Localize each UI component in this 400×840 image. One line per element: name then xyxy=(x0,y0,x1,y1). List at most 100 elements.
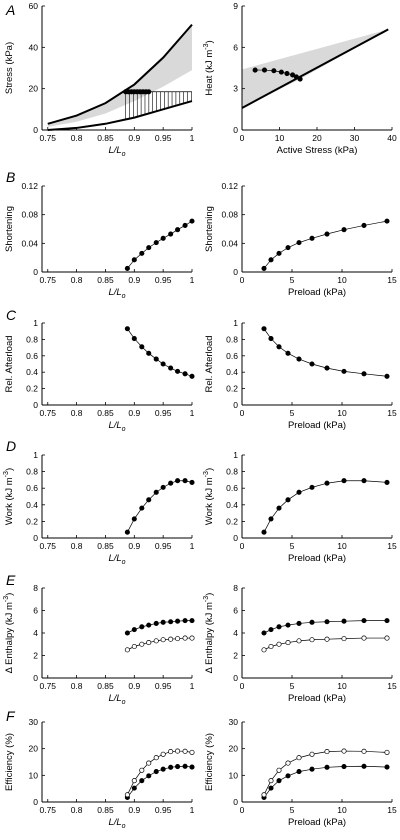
series-line xyxy=(47,100,193,131)
y-tick-label: 0 xyxy=(233,125,238,135)
x-tick-label: 10 xyxy=(337,681,347,691)
data-point xyxy=(182,618,188,624)
y-tick-label: 0 xyxy=(33,673,38,683)
x-tick-label: 30 xyxy=(350,133,360,143)
data-point xyxy=(189,479,195,485)
y-tick-label: 60 xyxy=(29,1,39,11)
data-point xyxy=(261,630,267,636)
y-tick-label: 10 xyxy=(29,770,39,780)
x-tick-label: 15 xyxy=(387,805,397,815)
x-axis-label: L/Lo xyxy=(108,145,125,158)
x-tick-label: 0.8 xyxy=(71,133,83,143)
data-point xyxy=(309,484,315,490)
data-point xyxy=(160,361,166,367)
series-line xyxy=(263,637,387,651)
x-tick-label: 0 xyxy=(240,133,245,143)
data-point xyxy=(160,751,166,757)
data-point xyxy=(278,69,284,75)
data-point xyxy=(285,622,291,628)
data-point xyxy=(324,749,330,755)
data-point xyxy=(175,368,181,374)
y-tick-label: 0.2 xyxy=(26,516,38,526)
data-point xyxy=(268,257,274,263)
y-axis-label: Δ Enthalpy (kJ m-3) xyxy=(203,593,215,674)
data-point xyxy=(189,373,195,379)
series-line xyxy=(127,765,193,798)
data-point xyxy=(139,505,145,511)
x-tick-label: 0.75 xyxy=(39,681,56,691)
data-point xyxy=(153,356,159,362)
data-point xyxy=(139,344,145,350)
data-point xyxy=(384,749,390,755)
data-point xyxy=(285,640,291,646)
data-point xyxy=(341,227,347,233)
x-tick-label: 10 xyxy=(337,275,347,285)
data-point xyxy=(175,227,181,233)
data-point xyxy=(139,641,145,647)
x-tick-label: 0.95 xyxy=(155,408,172,418)
y-tick-label: 0 xyxy=(33,267,38,277)
series-line xyxy=(241,28,389,109)
data-point xyxy=(384,373,390,379)
data-point xyxy=(146,760,152,766)
data-point xyxy=(131,516,137,522)
y-tick-label: 0 xyxy=(33,125,38,135)
data-point xyxy=(276,505,282,511)
data-point xyxy=(361,478,367,484)
data-point xyxy=(361,763,367,769)
data-point xyxy=(182,748,188,754)
data-point xyxy=(324,365,330,371)
data-point xyxy=(341,368,347,374)
y-axis-label: Rel. Afterload xyxy=(4,335,15,392)
data-point xyxy=(341,478,347,484)
data-point xyxy=(296,240,302,246)
y-axis-label: Work (kJ m-3) xyxy=(203,468,215,525)
y-axis-label: Efficiency (%) xyxy=(204,733,215,791)
y-tick-label: 4 xyxy=(33,628,38,638)
data-point xyxy=(168,231,174,237)
x-axis-label: L/Lo xyxy=(108,693,125,706)
x-tick-label: 0 xyxy=(240,275,245,285)
data-point xyxy=(309,637,315,643)
series-line xyxy=(127,620,192,634)
data-point xyxy=(341,763,347,770)
x-tick-label: 0.9 xyxy=(128,541,140,551)
x-tick-label: 0.8 xyxy=(71,681,83,691)
data-point xyxy=(276,641,282,647)
data-point xyxy=(276,778,282,784)
y-tick-label: 20 xyxy=(29,744,39,754)
data-point xyxy=(261,265,267,271)
data-point xyxy=(309,751,315,757)
data-point xyxy=(189,618,195,624)
x-tick-label: 0.9 xyxy=(128,133,140,143)
panel-letter-d: D xyxy=(6,438,16,454)
chart-A-left: 0.75 0.8 0.85 0.9 0.95 1 0 20 40 60 L/Lo Stress (kP… xyxy=(4,1,195,158)
series-line xyxy=(263,220,388,269)
data-point xyxy=(153,489,159,495)
x-axis-label: Preload (kPa) xyxy=(288,693,346,704)
data-point xyxy=(361,748,367,754)
data-point xyxy=(168,365,174,371)
y-tick-label: 0.08 xyxy=(221,210,238,220)
data-point xyxy=(309,766,315,772)
y-axis-label: Work (kJ m-3) xyxy=(3,468,15,525)
data-point xyxy=(271,68,277,74)
data-point xyxy=(268,336,274,342)
data-point xyxy=(384,618,390,624)
x-tick-label: 0.8 xyxy=(71,805,83,815)
data-point xyxy=(175,478,181,484)
y-tick-label: 30 xyxy=(229,717,239,727)
y-tick-label: 0.6 xyxy=(226,351,238,361)
data-point xyxy=(324,480,330,486)
y-tick-label: 0.6 xyxy=(26,483,38,493)
data-point xyxy=(384,764,390,770)
data-point xyxy=(153,755,159,761)
y-tick-label: 0.08 xyxy=(21,210,38,220)
data-point xyxy=(139,624,145,630)
series-line xyxy=(47,23,193,125)
data-point xyxy=(182,371,188,377)
x-tick-label: 5 xyxy=(290,681,295,691)
data-point xyxy=(189,635,195,641)
x-tick-label: 1 xyxy=(190,133,195,143)
x-axis-label: L/Lo xyxy=(108,553,125,566)
